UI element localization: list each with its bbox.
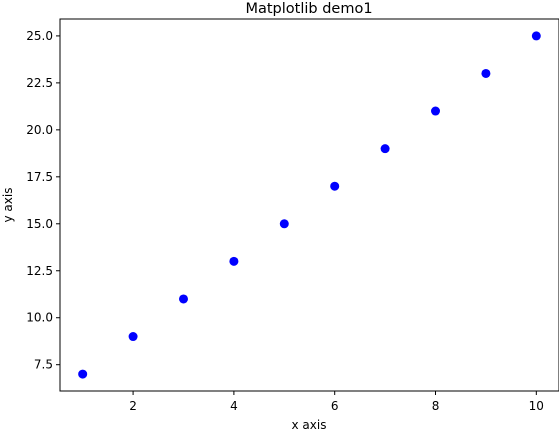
data-point <box>229 256 239 266</box>
x-tick-label: 8 <box>432 399 440 413</box>
data-point <box>128 332 138 342</box>
x-tick-label: 2 <box>129 399 137 413</box>
y-axis-ticks: 7.5 10.0 12.5 15.0 17.5 20.0 22.5 25.0 <box>26 29 60 372</box>
data-point <box>380 144 390 154</box>
plot-area-frame <box>59 18 559 392</box>
y-tick-label: 22.5 <box>26 76 53 90</box>
y-tick-label: 25.0 <box>26 29 53 43</box>
data-point <box>431 106 441 116</box>
x-tick-label: 10 <box>529 399 544 413</box>
x-tick-label: 6 <box>331 399 339 413</box>
data-point <box>78 369 88 379</box>
y-tick-label: 7.5 <box>34 358 53 372</box>
chart-title: Matplotlib demo1 <box>245 1 372 17</box>
x-axis-label: x axis <box>292 418 327 430</box>
data-point <box>279 219 289 229</box>
y-tick-label: 20.0 <box>26 123 53 137</box>
y-tick-label: 15.0 <box>26 217 53 231</box>
y-tick-label: 17.5 <box>26 170 53 184</box>
y-tick-label: 12.5 <box>26 264 53 278</box>
y-axis-label: y axis <box>1 188 15 223</box>
data-point <box>178 294 188 304</box>
data-point <box>531 31 541 41</box>
x-axis-ticks: 2 4 6 8 10 <box>129 391 544 413</box>
y-tick-label: 10.0 <box>26 311 53 325</box>
x-tick-label: 4 <box>230 399 238 413</box>
data-point <box>330 181 340 191</box>
data-points <box>78 31 541 379</box>
data-point <box>481 68 491 78</box>
